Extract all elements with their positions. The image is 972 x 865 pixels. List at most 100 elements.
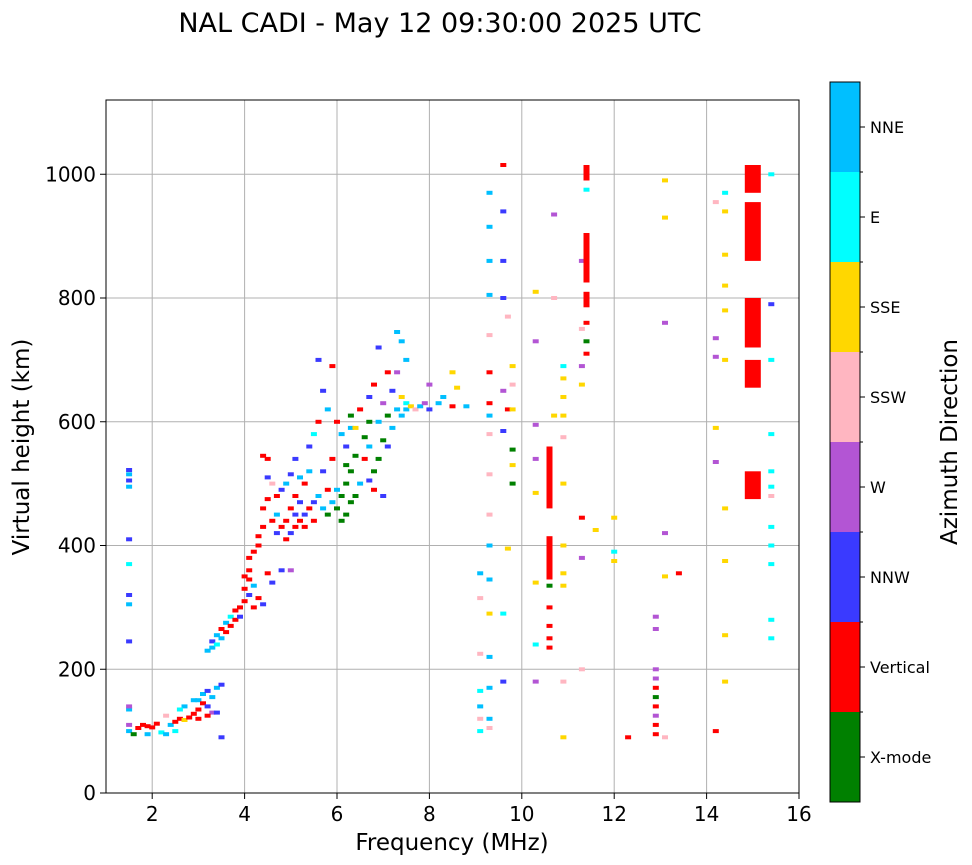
echo-point-vertical — [578, 515, 585, 520]
colorbar-swatch-nne — [830, 82, 860, 172]
echo-point-nnw — [366, 478, 373, 483]
echo-point-vertical — [260, 453, 267, 458]
echo-point-sse — [532, 580, 539, 585]
echo-point-vertical — [273, 494, 280, 498]
y-axis-ticks: 0 200 400 600 800 1000 — [45, 162, 106, 805]
echo-point-nne — [486, 577, 493, 582]
echo-point-nnw — [237, 614, 243, 619]
echo-point-w — [532, 679, 539, 684]
echo-point-vertical — [504, 407, 511, 412]
echo-point-ssw — [509, 382, 516, 387]
echo-point-vertical — [223, 630, 230, 635]
echo-point-x-mode — [361, 435, 368, 440]
echo-point-sse — [662, 178, 668, 183]
echo-point-vertical — [371, 382, 377, 387]
echo-point-w — [652, 614, 659, 619]
echo-point-ssw — [486, 432, 493, 437]
echo-point-x-mode — [352, 494, 359, 498]
echo-block-vertical — [744, 471, 761, 500]
echo-point-w — [209, 710, 216, 715]
echo-point-x-mode — [366, 419, 373, 424]
echo-point-nne — [213, 685, 220, 690]
echo-point-vertical — [292, 494, 299, 498]
echo-point-vertical — [153, 721, 160, 726]
colorbar-swatch-vertical — [830, 622, 860, 712]
echo-point-vertical — [250, 549, 257, 554]
echo-point-vertical — [546, 636, 553, 641]
echo-point-w — [500, 388, 507, 393]
echo-point-vertical — [301, 481, 308, 486]
echo-point-w — [394, 370, 401, 375]
echo-point-w — [712, 354, 719, 359]
echo-point-sse — [532, 490, 539, 495]
echo-point-nnw — [213, 710, 220, 715]
echo-point-nnw — [126, 478, 133, 483]
echo-point-sse — [722, 209, 729, 214]
echo-point-sse — [560, 395, 567, 399]
echo-point-nne — [477, 704, 484, 709]
colorbar-tick-label: NNW — [870, 568, 910, 587]
echo-point-nne — [200, 692, 206, 696]
echo-point-e — [768, 357, 775, 362]
echo-point-sse — [454, 385, 461, 390]
echo-point-x-mode — [130, 732, 137, 737]
echo-point-vertical — [135, 726, 142, 730]
echo-point-vertical — [246, 555, 253, 560]
echo-point-nne — [486, 258, 493, 263]
echo-block-vertical — [744, 359, 761, 388]
echo-point-e — [768, 636, 775, 641]
echo-point-nne — [389, 425, 396, 430]
echo-point-vertical — [546, 623, 553, 628]
echo-point-nne — [126, 484, 133, 489]
echo-point-nnw — [278, 568, 285, 573]
echo-point-sse — [662, 215, 668, 220]
echo-point-nnw — [287, 531, 294, 536]
echo-point-sse — [578, 382, 585, 387]
echo-point-nne — [486, 543, 493, 548]
echo-point-vertical — [144, 724, 151, 729]
echo-point-nne — [315, 494, 322, 498]
echo-point-vertical — [190, 711, 197, 716]
echo-point-nne — [486, 413, 493, 418]
echo-point-nne — [324, 407, 331, 412]
echo-point-nnw — [389, 388, 396, 393]
echo-point-ssw — [486, 333, 493, 338]
echo-point-nne — [126, 707, 133, 712]
y-tick-label: 600 — [58, 410, 96, 434]
x-tick-label: 8 — [423, 802, 436, 826]
echo-point-nne — [435, 401, 442, 406]
echo-point-x-mode — [347, 469, 354, 474]
echo-point-nne — [223, 620, 230, 625]
echo-point-e — [768, 469, 775, 474]
echo-block-vertical — [546, 446, 553, 509]
echo-point-vertical — [301, 524, 308, 529]
echo-point-nnw — [310, 500, 317, 505]
echo-point-nne — [357, 481, 364, 486]
colorbar-swatch-x-mode — [830, 712, 860, 802]
plot-frame — [105, 99, 800, 794]
echo-point-nne — [486, 190, 493, 195]
echo-point-w — [551, 212, 558, 217]
echo-point-vertical — [255, 534, 262, 539]
echo-point-vertical — [232, 617, 239, 622]
echo-point-nne — [144, 732, 151, 737]
echo-point-e — [768, 617, 775, 622]
echo-point-vertical — [269, 518, 276, 523]
echo-point-nnw — [264, 475, 271, 480]
colorbar-tick-label: SSW — [870, 388, 906, 407]
colorbar-tick-label: NNE — [870, 118, 904, 137]
echo-point-nne — [209, 645, 216, 650]
echo-point-nnw — [301, 512, 308, 517]
echo-point-sse — [532, 289, 539, 294]
echo-point-nne — [440, 395, 447, 399]
echo-point-nne — [486, 716, 493, 721]
echo-point-x-mode — [652, 695, 659, 700]
echo-point-nne — [398, 339, 405, 344]
echo-point-vertical — [227, 623, 234, 628]
echo-point-w — [712, 336, 719, 341]
echo-point-vertical — [334, 419, 340, 424]
echo-point-e — [213, 642, 220, 647]
echo-point-w — [652, 667, 659, 672]
chart-title: NAL CADI - May 12 09:30:00 2025 UTC — [178, 8, 701, 39]
echo-point-vertical — [371, 487, 377, 492]
